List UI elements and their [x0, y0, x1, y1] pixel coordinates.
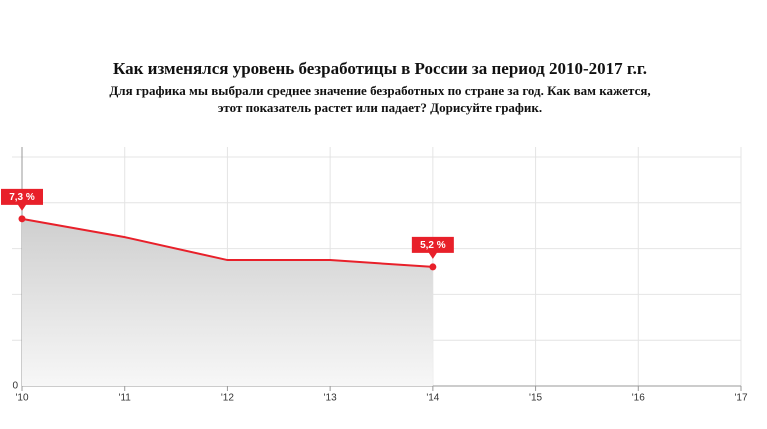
- x-tick-label: '15: [529, 393, 542, 404]
- subtitle: этот показатель растет или падает? Дорис…: [218, 100, 542, 115]
- x-tick-label: '11: [119, 393, 132, 404]
- line: [21, 217, 433, 268]
- x-tick-label: '13: [324, 393, 337, 404]
- point: [429, 263, 437, 271]
- x-tick-label: '14: [426, 393, 439, 404]
- subtitle: Для графика мы выбрали среднее значение …: [109, 83, 650, 98]
- x-tick-label: '12: [221, 393, 234, 404]
- x-tick-label: '16: [632, 393, 645, 404]
- y-tick-label: 0: [12, 381, 18, 392]
- x-tick-label: '10: [15, 393, 28, 404]
- label-box: [1, 188, 43, 211]
- value-label: 7,3 %: [9, 192, 35, 203]
- point: [18, 215, 26, 223]
- x-tick-label: '17: [734, 393, 747, 404]
- chart-title: Как изменялся уровень безработицы в Росс…: [113, 59, 647, 78]
- label-box: [411, 236, 454, 259]
- value-label: 5,2 %: [420, 240, 446, 251]
